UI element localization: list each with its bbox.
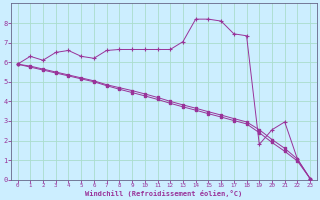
X-axis label: Windchill (Refroidissement éolien,°C): Windchill (Refroidissement éolien,°C) (85, 190, 243, 197)
